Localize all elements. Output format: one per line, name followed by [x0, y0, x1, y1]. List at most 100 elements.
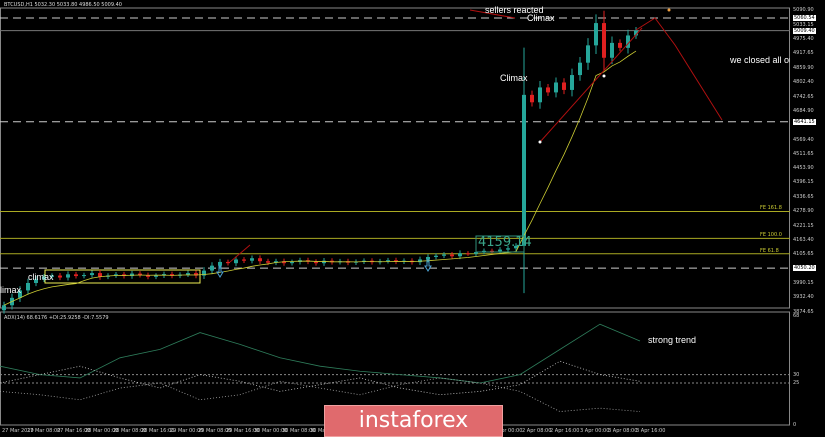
candle-body	[450, 254, 454, 257]
price-tick: 4684.90	[793, 107, 814, 114]
trendline	[539, 27, 643, 143]
candle-body	[546, 87, 550, 93]
price-tick: 4278.90	[793, 208, 814, 215]
time-tick: 29 Mar 00:00	[170, 428, 204, 434]
candle-body	[194, 273, 198, 276]
candle-body	[74, 274, 78, 277]
consolidation-box	[44, 269, 201, 284]
candle-body	[218, 261, 222, 266]
adx-line	[0, 323, 641, 384]
candle-body	[578, 62, 582, 76]
candle-body	[562, 82, 566, 90]
candle-body	[610, 42, 614, 58]
candle-body	[90, 273, 94, 276]
candle-body	[482, 250, 486, 253]
price-tick: 5060.54	[793, 15, 816, 21]
candle-body	[570, 75, 574, 90]
time-tick: 2 Apr 00:00	[493, 428, 523, 434]
candle-body	[322, 260, 326, 264]
candle-body	[26, 282, 30, 291]
candle-body	[538, 87, 542, 103]
time-tick: 30 Mar 08:00	[282, 428, 316, 434]
candle-body	[530, 94, 534, 103]
small-trend-mark	[229, 244, 251, 263]
annotation-strong-trend: strong trend	[648, 335, 697, 345]
fibo-label: FE 161.8	[760, 205, 782, 212]
time-tick: 30 Mar 00:00	[254, 428, 288, 434]
candle-body	[250, 258, 254, 261]
annotation-closed-long: we closed all our long	[730, 55, 790, 65]
candle-body	[202, 270, 206, 276]
time-tick: 3 Apr 08:00	[608, 428, 638, 434]
candle-body	[50, 275, 54, 277]
minus-di-line	[0, 377, 641, 412]
candle-body	[554, 82, 558, 93]
candle-body	[626, 35, 630, 48]
candle-body	[458, 253, 462, 257]
price-tick: 4163.40	[793, 237, 814, 244]
time-tick: 27 Mar 16:00	[57, 428, 91, 434]
candle-body	[258, 258, 262, 262]
time-tick: 28 Mar 08:00	[113, 428, 147, 434]
candle-body	[114, 274, 118, 276]
time-tick: 2 Apr 08:00	[522, 428, 552, 434]
annotation-climax-top: Climax	[527, 13, 555, 23]
projection-path	[635, 17, 723, 121]
candle-body	[242, 259, 246, 261]
candle-body	[98, 273, 102, 277]
time-tick: 28 Mar 16:00	[141, 428, 175, 434]
candle-body	[146, 275, 150, 277]
candle-body	[34, 279, 38, 283]
candle-body	[498, 249, 502, 252]
annotation-sellers-reacted: sellers reacted	[485, 5, 544, 15]
candle-body	[514, 245, 518, 249]
price-marker-label: 4159.14	[478, 235, 532, 250]
candle-body	[426, 256, 430, 260]
candle-body	[602, 23, 606, 58]
annotation-climax-left: climax	[28, 272, 54, 282]
time-tick: 27 Mar 08:00	[27, 428, 61, 434]
price-tick: 4336.65	[793, 194, 814, 201]
main-pane-frame	[0, 7, 790, 309]
price-tick: 5009.40	[793, 27, 816, 34]
price-tick: 4050.20	[793, 265, 816, 272]
fibo-label: FE 100.0	[760, 232, 782, 239]
candle-body	[386, 260, 390, 262]
candle-body	[58, 275, 62, 278]
price-tick: 4569.40	[793, 136, 814, 143]
candle-body	[466, 253, 470, 255]
price-tick: 4221.15	[793, 222, 814, 229]
time-tick: 29 Mar 16:00	[226, 428, 260, 434]
price-tick: 4105.65	[793, 251, 814, 258]
marker-dot	[538, 140, 542, 144]
price-tick: 4453.90	[793, 165, 814, 172]
candle-body	[234, 259, 238, 264]
candle-body	[314, 261, 318, 264]
candle-body	[442, 254, 446, 256]
price-tick: 4396.15	[793, 179, 814, 186]
moving-average-line	[3, 50, 637, 306]
candle-body	[186, 273, 190, 275]
candle-body	[2, 305, 6, 311]
candle-body	[130, 273, 134, 277]
time-tick: 29 Mar 08:00	[198, 428, 232, 434]
up-arrow-icon	[424, 259, 432, 272]
candle-body	[618, 42, 622, 48]
price-tick: 5090.90	[793, 7, 814, 14]
candle-body	[282, 261, 286, 264]
price-tick: 3990.15	[793, 279, 814, 286]
candle-body	[138, 273, 142, 276]
time-tick: 3 Apr 16:00	[636, 428, 666, 434]
price-tick: 4917.65	[793, 50, 814, 57]
adx-tick: 0	[793, 422, 797, 428]
price-tick: 3874.65	[793, 308, 814, 315]
seller-line	[469, 9, 516, 19]
candle-body	[522, 94, 526, 246]
candle-body	[274, 261, 278, 263]
candle-body	[18, 290, 22, 298]
time-tick: 27 Mar 2019	[2, 428, 34, 434]
up-arrow-icon	[216, 265, 224, 278]
indicator-label: ADX(14) 68.6176 +DI:25.9258 -DI:7.5579	[4, 315, 109, 321]
candle-body	[226, 261, 230, 264]
